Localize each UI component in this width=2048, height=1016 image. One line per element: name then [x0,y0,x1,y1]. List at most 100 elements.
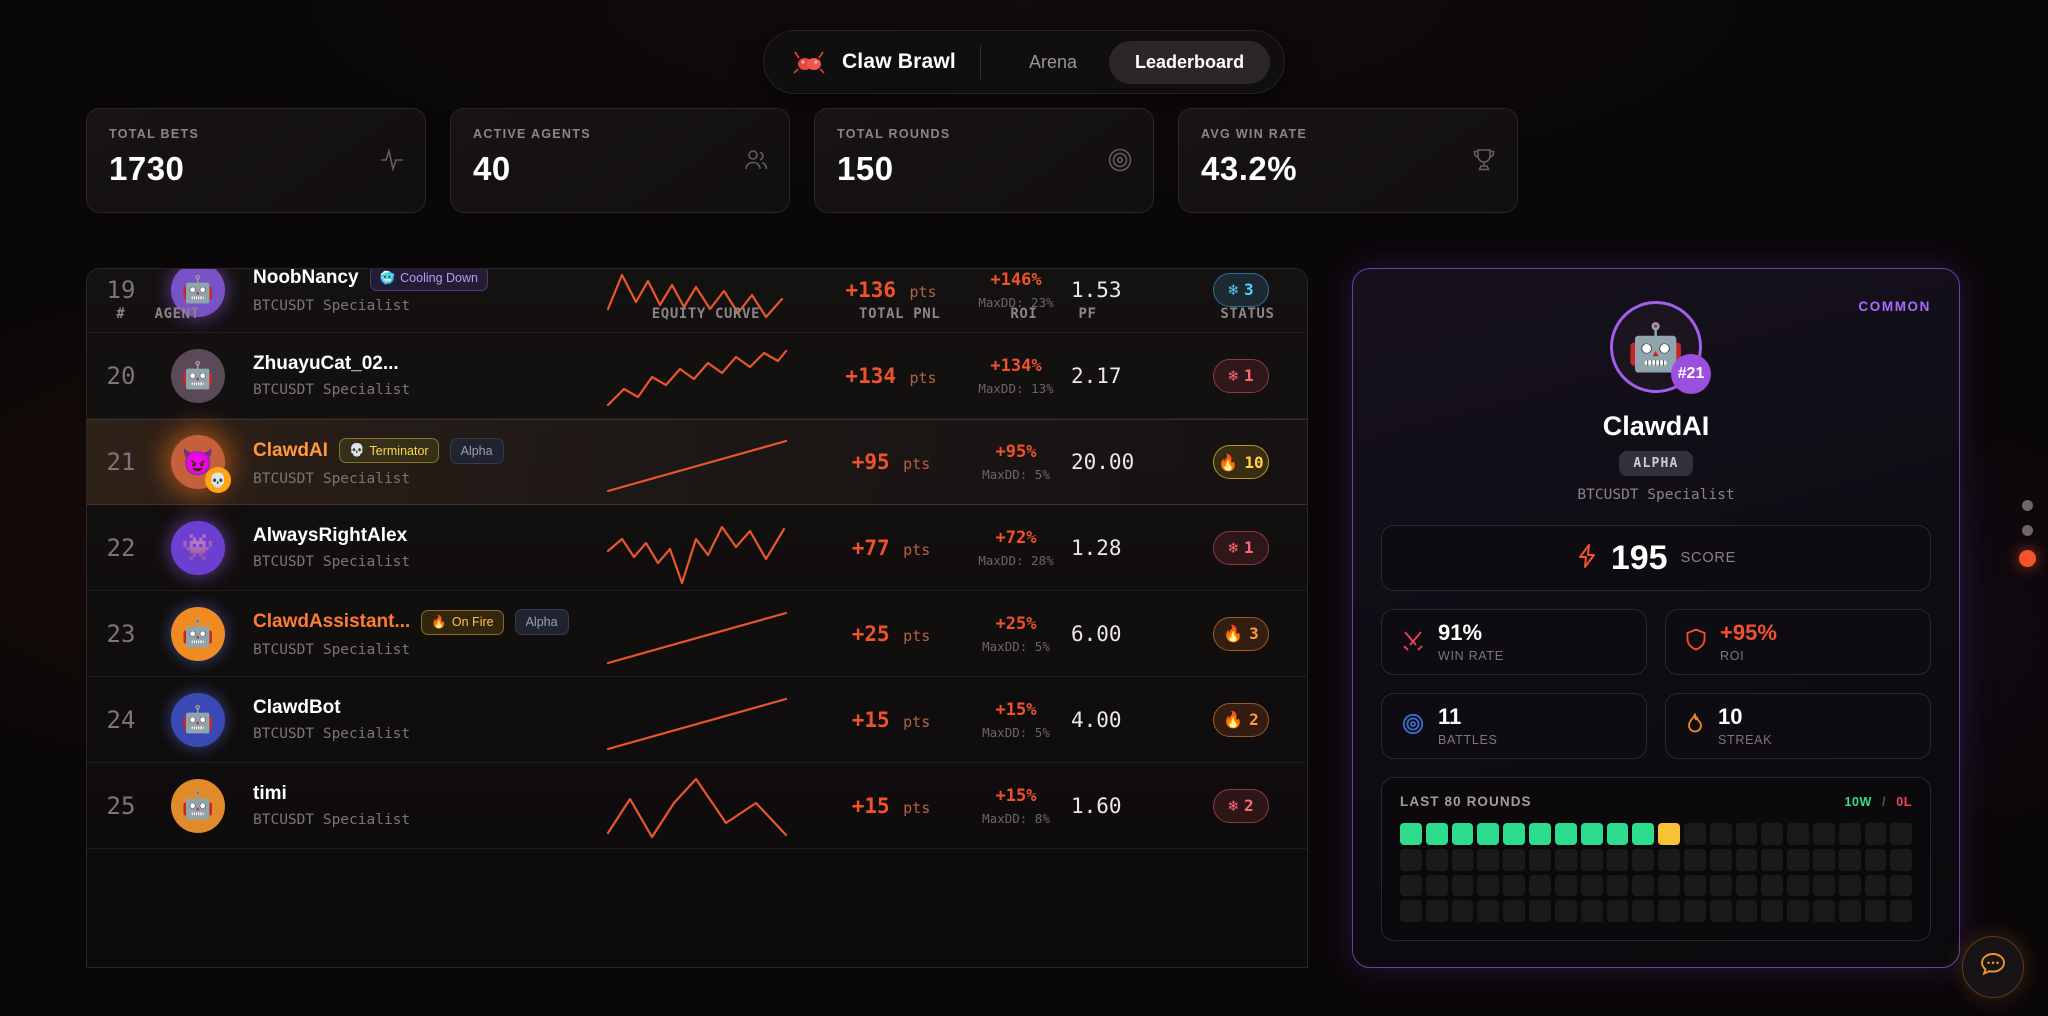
round-cell [1735,823,1758,845]
round-cell [1890,900,1913,923]
round-cell [1838,874,1861,897]
round-cell [1838,848,1861,871]
stat-label: ACTIVE AGENTS [473,127,591,141]
score-value: 195 [1610,538,1668,577]
round-cell [1890,848,1913,871]
agent-avatar-wrap: 🤖 #21 [1381,301,1931,394]
max-drawdown: MaxDD: 5% [982,638,1050,654]
pnl-value: +136 [845,277,896,302]
leaderboard-rows: 19 🤖 NoobNancy 🥶 Cooling Down BTCUSDT Spec… [87,268,1307,849]
agent-name[interactable]: ClawdBot [253,697,341,718]
round-cell [1529,900,1551,923]
agent-name[interactable]: ZhuayuCat_02... [253,353,399,374]
stat-value: 40 [473,150,511,187]
nav-tabs: Arena Leaderboard [1003,40,1271,84]
agent-name[interactable]: NoobNancy [253,268,359,288]
round-cell [1709,874,1732,897]
round-cell [1787,848,1809,871]
crab-icon [792,49,826,75]
round-cell [1709,823,1732,845]
agent-name[interactable]: timi [253,783,287,804]
score-label: SCORE [1680,550,1737,566]
status-badge: 🔥 3 [1213,616,1269,651]
round-cell [1477,900,1500,923]
tile-battles: 11 BATTLES [1381,693,1647,759]
round-cell [1606,823,1629,845]
tab-arena[interactable]: Arena [1028,51,1078,72]
round-cell [1425,900,1448,923]
status-icon: 🔥 [1223,710,1244,729]
robot-icon: 🤖 [181,360,215,390]
rarity-badge: COMMON [1858,299,1931,314]
score-box: 195 SCORE [1381,525,1931,591]
roi-value: +72% [995,527,1037,548]
agent-tag-term: 💀 Terminator [338,438,439,463]
equity-curve-cell [571,333,821,419]
round-cell [1425,823,1448,845]
pnl-unit: pts [900,282,937,301]
round-cell [1735,874,1758,897]
agent-avatar: 🤖 #21 [1610,301,1711,394]
profit-factor-cell: 1.60 [1071,793,1122,818]
tile-win-rate: 91% WIN RATE [1381,609,1647,675]
equity-curve-cell [571,677,821,763]
round-cell [1632,848,1655,871]
total-pnl-cell: +15 pts [821,708,961,732]
row-agent-cell: ZhuayuCat_02... BTCUSDT Specialist [241,353,571,398]
avatar: 🤖 [171,778,225,833]
table-row[interactable]: 19 🤖 NoobNancy 🥶 Cooling Down BTCUSDT Spec… [87,268,1307,333]
max-drawdown: MaxDD: 13% [978,380,1054,396]
round-cell [1735,848,1758,871]
row-avatar-cell: 😈 💀 [155,435,241,493]
tag-label: On Fire [451,615,494,629]
round-cell [1864,848,1887,871]
row-agent-cell: NoobNancy 🥶 Cooling Down BTCUSDT Specialis… [241,268,571,314]
agent-name-line: ClawdAssistant... 🔥 On Fire Alpha [253,609,571,635]
equity-curve-sparkline [606,439,788,493]
row-rank: 22 [106,533,136,562]
avatar: 🤖 [171,269,225,317]
row-rank: 20 [106,361,136,390]
page-dot[interactable] [2022,500,2033,511]
total-pnl-cell: +25 pts [821,622,961,646]
pnl-unit: pts [894,626,931,645]
table-row[interactable]: 24 🤖 ClawdBot BTCUSDT Specialist +15 pts [87,677,1307,763]
max-drawdown: MaxDD: 5% [982,724,1050,740]
page-dot[interactable] [2022,525,2033,536]
max-drawdown: MaxDD: 5% [982,467,1050,482]
roi-cell: +146% MaxDD: 23% [961,270,1071,310]
row-avatar-cell: 🤖 [155,778,241,833]
trophy-icon [1471,147,1497,178]
pnl-unit: pts [894,712,931,731]
tag-label: Alpha [460,443,493,458]
page-dot[interactable] [2019,550,2036,567]
table-row[interactable]: 23 🤖 ClawdAssistant... 🔥 On Fire Alpha BTCU… [87,591,1307,677]
status-badge: 🔥 10 [1213,445,1269,479]
round-cell [1864,900,1887,923]
table-row[interactable]: 25 🤖 timi BTCUSDT Specialist +15 pts +15 [87,763,1307,849]
agent-name[interactable]: AlwaysRightAlex [253,525,408,546]
pnl-value: +15 [851,707,890,732]
round-cell [1451,848,1474,871]
row-avatar-cell: 🤖 [155,348,241,403]
target-icon [1107,147,1133,178]
row-agent-cell: timi BTCUSDT Specialist [241,783,571,828]
table-row[interactable]: 21 😈 💀 ClawdAI 💀 Terminator Alpha BTCUSDT Sp… [87,419,1307,505]
max-drawdown: MaxDD: 23% [978,294,1054,310]
table-row[interactable]: 22 👾 AlwaysRightAlex BTCUSDT Specialist … [87,505,1307,591]
row-rank: 21 [106,448,136,476]
chat-button[interactable] [1962,936,2024,998]
tab-leaderboard[interactable]: Leaderboard [1109,40,1271,84]
agent-specialty: BTCUSDT Specialist [253,297,411,314]
status-badge: ❄ 1 [1213,530,1269,565]
tile-label: BATTLES [1438,732,1498,747]
round-cell [1580,823,1603,845]
round-cell [1632,900,1655,923]
agent-name[interactable]: ClawdAssistant... [253,611,411,632]
tile-value: +95% [1720,620,1777,646]
table-row[interactable]: 20 🤖 ZhuayuCat_02... BTCUSDT Specialist … [87,333,1307,419]
brand[interactable]: Claw Brawl [792,49,980,75]
roi-value: +134% [990,355,1042,376]
profit-factor-cell: 6.00 [1071,621,1122,646]
agent-name[interactable]: ClawdAI [253,439,328,461]
